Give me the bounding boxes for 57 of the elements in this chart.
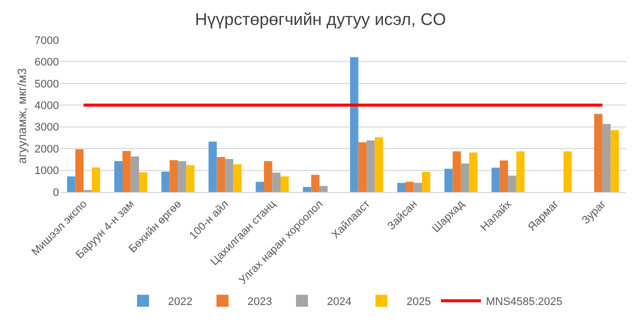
y-axis-title: агууламж, мкг/м3: [15, 68, 29, 164]
bar: [75, 149, 84, 192]
bar: [469, 152, 478, 192]
y-tick-label: 2000: [34, 143, 59, 156]
y-tick-label: 0: [52, 186, 59, 199]
bar: [452, 151, 461, 192]
bar: [492, 168, 500, 192]
y-tick-label: 6000: [34, 56, 59, 69]
bar: [272, 172, 280, 192]
bar: [170, 160, 178, 192]
y-tick-label: 4000: [34, 100, 59, 112]
bar: [139, 172, 148, 192]
bar: [311, 174, 320, 192]
bar: [460, 164, 470, 192]
bar: [602, 124, 611, 192]
legend-label: MNS4585:2025: [486, 296, 562, 308]
bar: [374, 137, 384, 192]
bar: [422, 172, 430, 192]
chart-title: Нүүрстөрөгчийн дутуу исэл, CO: [194, 10, 446, 29]
bar: [516, 151, 525, 192]
bar: [178, 161, 186, 192]
bar: [444, 168, 453, 192]
bar: [594, 114, 602, 192]
legend-label: 2025: [406, 296, 431, 308]
y-tick-label: 5000: [34, 78, 59, 90]
y-tick-label: 7000: [34, 34, 59, 47]
bar: [161, 172, 170, 192]
bar: [233, 164, 242, 192]
bar: [216, 157, 226, 192]
bar: [302, 187, 312, 192]
bar: [508, 176, 516, 192]
bar: [130, 156, 139, 192]
bar: [406, 182, 414, 192]
bar: [414, 182, 422, 192]
bar: [264, 161, 272, 192]
bar: [92, 167, 100, 192]
bar: [358, 142, 367, 192]
legend-label: 2023: [247, 296, 272, 308]
bar: [564, 151, 572, 192]
legend-label: 2024: [326, 296, 352, 308]
bar: [397, 182, 406, 192]
bar: [256, 182, 264, 192]
bar: [208, 142, 217, 192]
bar: [319, 186, 328, 192]
bar: [186, 165, 194, 192]
bar: [114, 161, 122, 192]
bar: [610, 130, 619, 192]
bar: [122, 150, 131, 192]
bar: [350, 57, 358, 192]
bar: [225, 158, 234, 192]
bar: [67, 176, 76, 192]
y-tick-label: 1000: [34, 165, 59, 178]
y-tick-label: 3000: [34, 122, 59, 134]
bar: [366, 140, 375, 192]
bar: [500, 160, 508, 192]
legend-label: 2022: [168, 296, 192, 308]
bar: [280, 176, 289, 192]
